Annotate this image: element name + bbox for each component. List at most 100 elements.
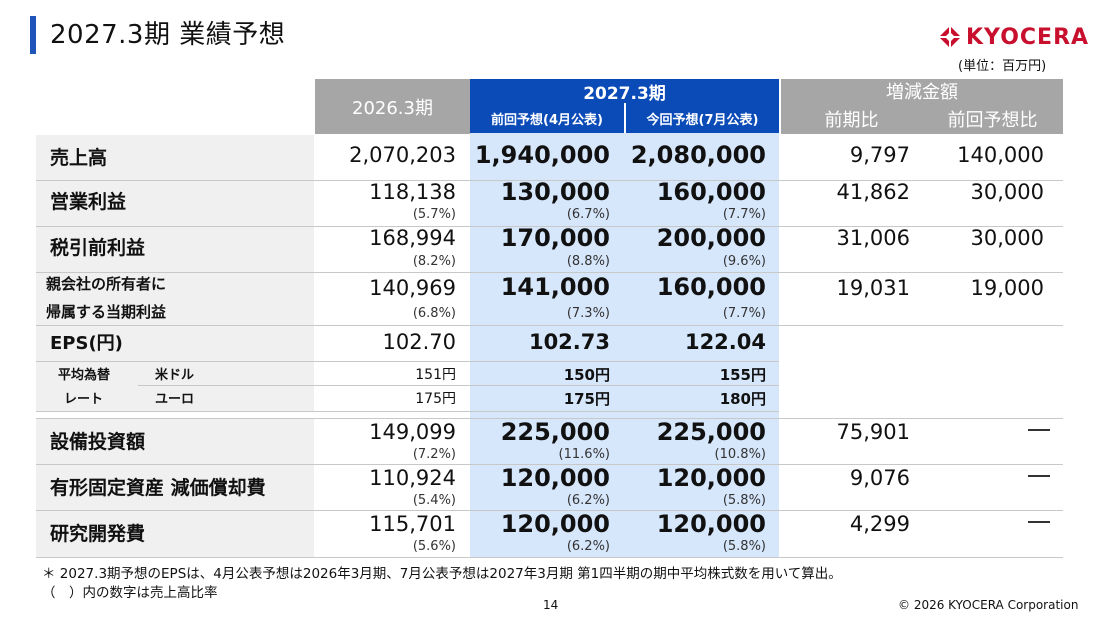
row-divider bbox=[36, 464, 1063, 465]
pretax-prev: 168,994 bbox=[369, 226, 456, 250]
rnd-vs-prev-dash bbox=[1028, 521, 1050, 523]
row-divider bbox=[36, 557, 1063, 558]
capex-vs-prev-dash bbox=[1028, 429, 1050, 431]
dep-vs-prev-dash bbox=[1028, 475, 1050, 477]
copyright: © 2026 KYOCERA Corporation bbox=[898, 598, 1079, 612]
fx-usd-prev: 151円 bbox=[415, 367, 456, 383]
page-number: 14 bbox=[543, 598, 559, 612]
pretax-vs-prev: 30,000 bbox=[970, 226, 1044, 250]
row-label-sales: 売上高 bbox=[50, 146, 108, 169]
col-header-forecast: 2027.3期 bbox=[470, 79, 779, 104]
row-divider bbox=[36, 411, 779, 412]
row-label-rnd: 研究開発費 bbox=[50, 522, 146, 545]
op-f2: 160,000 bbox=[656, 178, 766, 206]
row-label-depreciation: 有形固定資産 減価償却費 bbox=[50, 476, 266, 499]
dep-f1-pct: (6.2%) bbox=[566, 493, 610, 508]
label-column-bg-2 bbox=[36, 418, 314, 558]
rnd-prev-pct: (5.6%) bbox=[412, 539, 456, 554]
capex-f1-pct: (11.6%) bbox=[558, 447, 610, 462]
capex-f1: 225,000 bbox=[500, 418, 610, 446]
col-header-forecast-now: 今回予想(7月公表) bbox=[626, 103, 779, 134]
fx-eur-f2: 180円 bbox=[719, 390, 766, 408]
dep-prev: 110,924 bbox=[369, 466, 456, 490]
title-accent-bar bbox=[30, 16, 36, 54]
forecast-column-background bbox=[470, 133, 779, 557]
row-label-capex: 設備投資額 bbox=[50, 430, 146, 453]
col-header-yoy: 前期比 bbox=[781, 103, 922, 134]
op-vs-prev: 30,000 bbox=[970, 180, 1044, 204]
page-title: 2027.3期 業績予想 bbox=[50, 20, 286, 50]
fx-usd-f2: 155円 bbox=[719, 366, 766, 384]
row-label-net-income-line1: 親会社の所有者に bbox=[46, 275, 167, 293]
fx-eur-label: ユーロ bbox=[155, 392, 195, 407]
capex-f2-pct: (10.8%) bbox=[714, 447, 766, 462]
net-f1-pct: (7.3%) bbox=[566, 306, 610, 321]
pretax-yoy: 31,006 bbox=[836, 226, 910, 250]
rnd-f2-pct: (5.8%) bbox=[722, 539, 766, 554]
op-yoy: 41,862 bbox=[836, 180, 910, 204]
pretax-prev-pct: (8.2%) bbox=[412, 254, 456, 269]
col-header-forecast-prev: 前回予想(4月公表) bbox=[470, 103, 624, 134]
row-divider bbox=[36, 325, 1063, 326]
op-prev-pct: (5.7%) bbox=[412, 207, 456, 222]
row-label-net-income-line2: 帰属する当期利益 bbox=[46, 303, 167, 321]
col-header-change: 増減金額 bbox=[781, 79, 1063, 103]
net-f2-pct: (7.7%) bbox=[722, 306, 766, 321]
row-divider bbox=[36, 180, 1063, 181]
op-prev: 118,138 bbox=[369, 180, 456, 204]
net-prev: 140,969 bbox=[369, 276, 456, 300]
dep-f2: 120,000 bbox=[656, 464, 766, 492]
col-header-prev-year: 2026.3期 bbox=[315, 79, 470, 134]
kyocera-mark-icon bbox=[939, 26, 961, 48]
row-label-operating-profit: 営業利益 bbox=[50, 190, 127, 213]
pretax-f1-pct: (8.8%) bbox=[566, 254, 610, 269]
fx-usd-f1: 150円 bbox=[563, 366, 610, 384]
row-divider bbox=[36, 510, 1063, 511]
unit-label: (単位：百万円) bbox=[958, 59, 1047, 74]
row-divider bbox=[36, 272, 1063, 273]
fx-label-line2: レート bbox=[64, 392, 104, 407]
row-label-eps: EPS(円) bbox=[50, 333, 123, 354]
net-vs-prev: 19,000 bbox=[970, 276, 1044, 300]
capex-prev-pct: (7.2%) bbox=[412, 447, 456, 462]
op-f1-pct: (6.7%) bbox=[566, 207, 610, 222]
dep-f2-pct: (5.8%) bbox=[722, 493, 766, 508]
rnd-f1: 120,000 bbox=[500, 510, 610, 538]
fx-eur-prev: 175円 bbox=[415, 391, 456, 407]
sales-prev: 2,070,203 bbox=[349, 143, 456, 167]
capex-f2: 225,000 bbox=[656, 418, 766, 446]
rnd-f1-pct: (6.2%) bbox=[566, 539, 610, 554]
fx-usd-label: 米ドル bbox=[155, 368, 195, 383]
net-f2: 160,000 bbox=[656, 273, 766, 301]
eps-f1: 102.73 bbox=[528, 330, 610, 354]
brand-name: KYOCERA bbox=[966, 24, 1090, 50]
label-column-bg-1 bbox=[36, 135, 314, 411]
sales-yoy: 9,797 bbox=[849, 143, 910, 167]
col-header-vs-prev: 前回予想比 bbox=[922, 103, 1063, 134]
pretax-f2: 200,000 bbox=[656, 224, 766, 252]
capex-yoy: 75,901 bbox=[836, 420, 910, 444]
row-divider bbox=[36, 418, 1063, 419]
fx-label-line1: 平均為替 bbox=[58, 368, 111, 383]
footnote-ratio: （ ）内の数字は売上高比率 bbox=[42, 585, 218, 601]
row-divider bbox=[36, 361, 779, 362]
op-f2-pct: (7.7%) bbox=[722, 207, 766, 222]
pretax-f1: 170,000 bbox=[500, 224, 610, 252]
rnd-f2: 120,000 bbox=[656, 510, 766, 538]
rnd-yoy: 4,299 bbox=[849, 512, 910, 536]
eps-prev: 102.70 bbox=[382, 330, 456, 354]
row-label-pretax-profit: 税引前利益 bbox=[50, 236, 146, 259]
rnd-prev: 115,701 bbox=[369, 512, 456, 536]
dep-f1: 120,000 bbox=[500, 464, 610, 492]
eps-f2: 122.04 bbox=[684, 330, 766, 354]
net-prev-pct: (6.8%) bbox=[412, 306, 456, 321]
footnote-eps: ＊ 2027.3期予想のEPSは、4月公表予想は2026年3月期、7月公表予想は… bbox=[42, 566, 842, 582]
sales-vs-prev: 140,000 bbox=[957, 143, 1044, 167]
op-f1: 130,000 bbox=[500, 178, 610, 206]
kyocera-logo: KYOCERA bbox=[938, 24, 1089, 50]
sales-f1: 1,940,000 bbox=[474, 141, 610, 169]
pretax-f2-pct: (9.6%) bbox=[722, 254, 766, 269]
dep-prev-pct: (5.4%) bbox=[412, 493, 456, 508]
net-yoy: 19,031 bbox=[836, 276, 910, 300]
sales-f2: 2,080,000 bbox=[630, 141, 766, 169]
